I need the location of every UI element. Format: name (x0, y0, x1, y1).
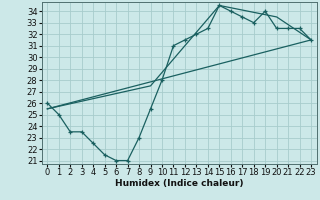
X-axis label: Humidex (Indice chaleur): Humidex (Indice chaleur) (115, 179, 244, 188)
